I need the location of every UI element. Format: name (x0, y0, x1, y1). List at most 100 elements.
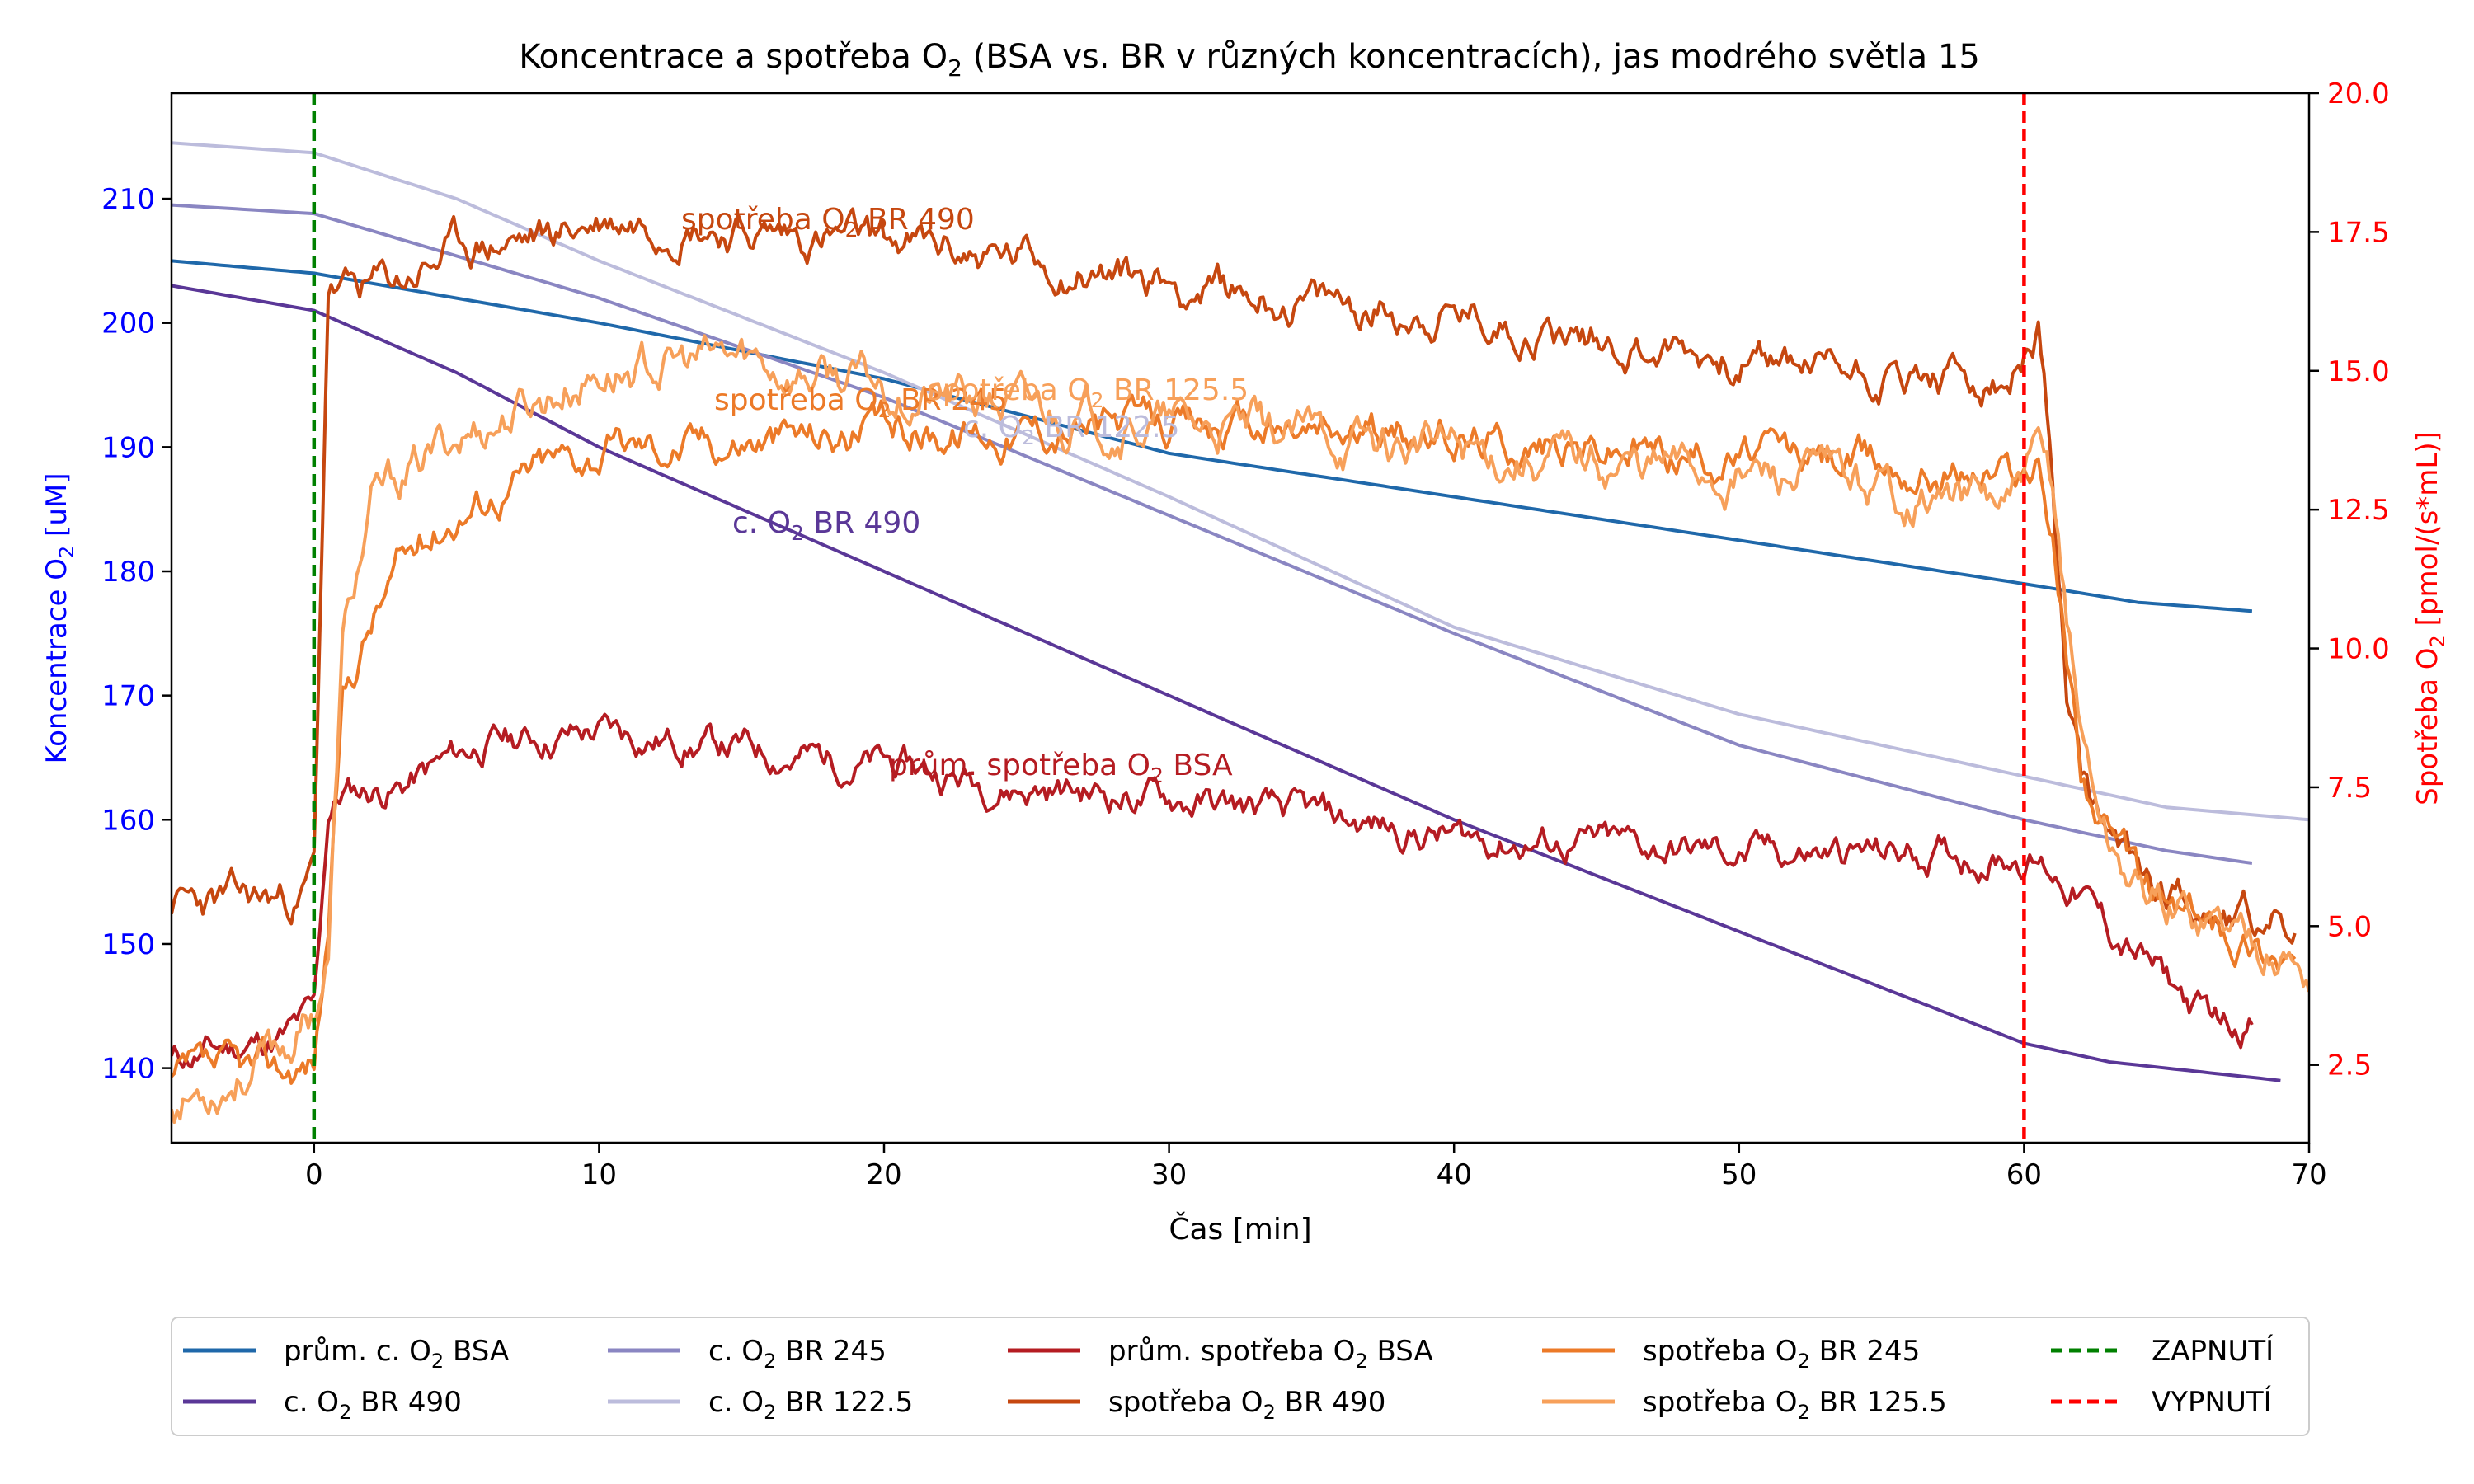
inline-label-4-main: c. O (732, 506, 791, 540)
legend-label-6-subscript: 2 (1798, 1350, 1810, 1373)
inline-label-2-rest: BR 125.5 (1104, 373, 1249, 407)
inline-label-1-rest: BR 245 (891, 383, 1008, 417)
inline-label-0: spotřeba O2 BR 490 (681, 203, 975, 242)
inline-label-2-main: spotřeba O (927, 373, 1091, 407)
y-right-tick-label: 20.0 (2327, 77, 2390, 110)
legend-label-6-rest: BR 245 (1810, 1335, 1920, 1368)
legend-label-2-subscript: 2 (764, 1350, 776, 1373)
legend-label-6-main: spotřeba O (1643, 1335, 1798, 1368)
x-tick-label: 20 (866, 1158, 901, 1191)
x-tick-label: 0 (305, 1158, 323, 1191)
legend-label-7: spotřeba O2 BR 125.5 (1643, 1386, 1947, 1424)
y-axis-right-label: Spotřeba O2 [pmol/(s*mL)] (2411, 431, 2449, 805)
inline-label-5: prům. spotřeba O2 BSA (889, 749, 1233, 787)
inline-label-4-rest: BR 490 (804, 506, 920, 540)
y-right-tick-label: 12.5 (2327, 494, 2390, 527)
legend-label-7-subscript: 2 (1798, 1401, 1810, 1424)
legend-label-2: c. O2 BR 245 (708, 1335, 887, 1373)
series-line-1 (172, 284, 2281, 1082)
inline-label-3-subscript: 2 (1022, 425, 1035, 449)
series-line-2 (172, 203, 2253, 865)
series-line-4 (172, 712, 2254, 1069)
legend-frame (171, 1317, 2310, 1436)
series-line-6 (172, 393, 2297, 1085)
y-axis-left-label: Koncentrace O2 [uM] (40, 473, 78, 764)
legend-label-1-subscript: 2 (339, 1401, 351, 1424)
inline-label-5-subscript: 2 (1150, 763, 1164, 787)
legend-label-3-main: c. O (708, 1386, 764, 1419)
y-left-tick-label: 170 (101, 680, 155, 713)
y-right-tick-label: 5.0 (2327, 910, 2372, 943)
legend-label-5-rest: BR 490 (1276, 1386, 1385, 1419)
y-axis-left-label-rest: [uM] (40, 473, 73, 546)
y-left-tick-label: 210 (101, 183, 155, 216)
y-left-tick-label: 150 (101, 928, 155, 961)
legend-label-4: prům. spotřeba O2 BSA (1108, 1335, 1433, 1373)
inline-label-5-main: prům. spotřeba O (889, 749, 1150, 782)
y-left-tick-label: 140 (101, 1053, 155, 1086)
x-tick-label: 40 (1437, 1158, 1472, 1191)
series-line-5 (172, 207, 2297, 945)
y-right-tick-label: 7.5 (2327, 772, 2372, 805)
vline-layer (312, 93, 2026, 1143)
inline-label-1: spotřeba O2 BR 245 (714, 383, 1008, 422)
inline-label-3-main: c. O (963, 411, 1022, 444)
inline-label-3: c. O2 BR 122.5 (963, 411, 1180, 449)
y-axis-right-label-subscript: 2 (2426, 635, 2449, 647)
chart-title-subscript: 2 (948, 54, 962, 82)
axes-ticks: 0 10 20 30 40 50 60 70 140 150 160 170 180 190 200 210 2… (101, 77, 2390, 1191)
y-axis-right-label-main: Spotřeba O (2411, 647, 2444, 805)
inline-label-1-main: spotřeba O (714, 383, 878, 417)
inline-label-4-subscript: 2 (791, 521, 804, 545)
legend-label-0-subscript: 2 (431, 1350, 444, 1373)
series-line-0 (172, 259, 2253, 613)
series-line-3 (172, 141, 2309, 822)
legend-label-2-main: c. O (708, 1335, 764, 1368)
x-tick-label: 50 (1721, 1158, 1757, 1191)
y-axis-left-label-subscript: 2 (55, 546, 78, 558)
inline-label-2: spotřeba O2 BR 125.5 (927, 373, 1249, 412)
legend-label-1-main: c. O (284, 1386, 339, 1419)
legend-label-4-main: prům. spotřeba O (1108, 1335, 1355, 1368)
y-right-tick-label: 15.0 (2327, 355, 2390, 388)
inline-label-0-main: spotřeba O (681, 203, 845, 237)
chart-title-main: Koncentrace a spotřeba O (519, 38, 948, 76)
legend-label-7-main: spotřeba O (1643, 1386, 1798, 1419)
x-tick-label: 10 (581, 1158, 617, 1191)
legend-label-2-rest: BR 245 (776, 1335, 886, 1368)
inline-label-1-subscript: 2 (878, 398, 891, 422)
legend-label-0-main: prům. c. O (284, 1335, 431, 1368)
y-axis-right-label-rest: [pmol/(s*mL)] (2411, 431, 2444, 635)
x-axis-label: Čas [min] (1169, 1212, 1311, 1247)
y-left-tick-label: 200 (101, 308, 155, 340)
legend-label-4-rest: BSA (1368, 1335, 1433, 1368)
legend-label-0-rest: BSA (444, 1335, 509, 1368)
legend-label-0: prům. c. O2 BSA (284, 1335, 509, 1373)
legend-label-1: c. O2 BR 490 (284, 1386, 462, 1424)
y-right-tick-label: 10.0 (2327, 633, 2390, 666)
y-left-tick-label: 160 (101, 804, 155, 837)
y-left-tick-label: 180 (101, 556, 155, 589)
chart-title-rest: (BSA vs. BR v různých koncentracích), ja… (962, 38, 1980, 76)
legend-label-6: spotřeba O2 BR 245 (1643, 1335, 1920, 1373)
legend-label-1-rest: BR 490 (351, 1386, 461, 1419)
y-right-tick-label: 2.5 (2327, 1050, 2372, 1082)
plot-frame (170, 92, 2311, 1144)
inline-label-5-rest: BSA (1164, 749, 1233, 782)
y-axis-left-label-main: Koncentrace O (40, 558, 73, 763)
legend-label-3-subscript: 2 (764, 1401, 776, 1424)
inline-label-2-subscript: 2 (1091, 388, 1104, 412)
legend-label-5: spotřeba O2 BR 490 (1108, 1386, 1385, 1424)
legend-label-vline-0: ZAPNUTÍ (2152, 1334, 2274, 1368)
legend-label-5-main: spotřeba O (1108, 1386, 1263, 1419)
legend-label-7-rest: BR 125.5 (1810, 1386, 1947, 1419)
legend-label-5-subscript: 2 (1263, 1401, 1276, 1424)
y-left-tick-label: 190 (101, 431, 155, 464)
inline-label-4: c. O2 BR 490 (732, 506, 920, 545)
series-layer (172, 141, 2309, 1124)
inline-label-0-rest: BR 490 (858, 203, 975, 237)
legend-label-vline-1: VYPNUTÍ (2152, 1385, 2272, 1419)
x-tick-label: 30 (1151, 1158, 1187, 1191)
